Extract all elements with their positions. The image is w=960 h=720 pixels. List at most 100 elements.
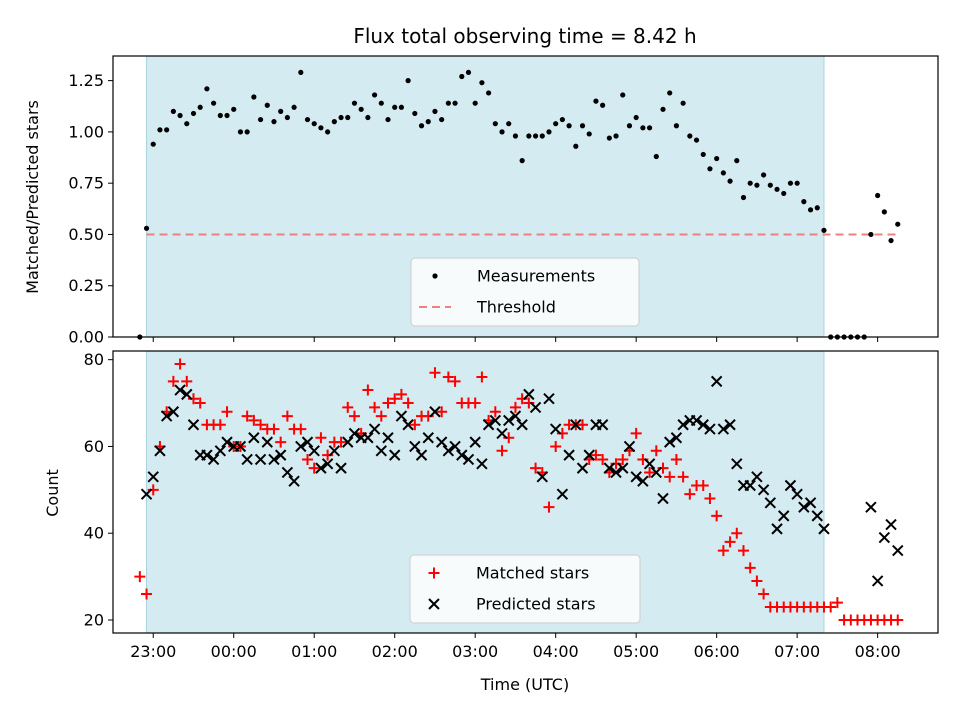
predicted-star-point (288, 475, 300, 487)
matched-star-point (362, 384, 374, 396)
measurement-point (693, 137, 700, 143)
predicted-star-point (422, 432, 434, 444)
measurement-point (392, 104, 398, 110)
predicted-star-point (878, 531, 891, 544)
matched-star-point (221, 406, 233, 418)
legend-matched-marker (428, 567, 440, 579)
predicted-star-point (784, 479, 797, 492)
measurement-point (385, 116, 391, 123)
predicted-star-point (295, 440, 307, 453)
predicted-star-point (657, 492, 669, 505)
predicted-star-point (771, 523, 783, 535)
predicted-star-point (335, 462, 347, 474)
legend-predicted-label: Predicted stars (476, 595, 596, 614)
measurement-point (311, 121, 317, 127)
xtick-label: 00:00 (211, 642, 257, 661)
predicted-star-point (187, 419, 200, 431)
measurement-point (787, 180, 794, 186)
bottom-ytick-label: 20 (84, 610, 104, 629)
predicted-star-point (630, 471, 642, 483)
predicted-star-point (576, 462, 589, 474)
matched-star-point (543, 501, 555, 513)
matched-star-point (550, 440, 562, 452)
predicted-star-point (308, 445, 320, 457)
measurement-point (177, 112, 183, 119)
matched-star-point (644, 466, 656, 478)
matched-star-point (369, 401, 381, 413)
measurement-point (660, 106, 666, 112)
measurement-point (754, 182, 760, 188)
predicted-star-point (268, 453, 280, 466)
measurement-point (727, 178, 733, 184)
top-axes-frame (112, 55, 939, 338)
matched-star-point (758, 588, 770, 600)
measurement-point (351, 100, 358, 106)
predicted-star-point (637, 475, 649, 487)
predicted-star-point (549, 423, 562, 435)
predicted-star-point (375, 445, 388, 457)
matched-star-point (697, 479, 709, 491)
measurement-point (472, 100, 478, 106)
measurement-point (291, 104, 297, 110)
xtick-label: 08:00 (855, 642, 901, 661)
measurement-point (700, 151, 706, 158)
predicted-star-point (663, 436, 676, 448)
measurement-point (278, 108, 284, 114)
measurement-point (506, 121, 512, 127)
predicted-star-point (751, 471, 763, 483)
predicted-star-point (167, 406, 180, 418)
bottom-axes-frame (112, 350, 939, 634)
predicted-star-point (248, 432, 260, 444)
bottom-ytick-label: 60 (84, 437, 104, 456)
matched-star-point (281, 410, 293, 422)
matched-star-point (630, 427, 642, 439)
matched-star-point (442, 371, 454, 383)
predicted-star-point (643, 458, 656, 470)
legend-threshold-label: Threshold (476, 298, 556, 317)
measurement-point (626, 123, 633, 129)
predicted-star-point (402, 419, 414, 431)
predicted-star-point (677, 419, 689, 431)
measurement-point (868, 231, 874, 238)
predicted-star-point (328, 445, 341, 457)
matched-star-point (194, 397, 206, 409)
measurement-point (720, 170, 726, 176)
matched-star-point (302, 453, 314, 465)
top-ytick-label: 0.75 (68, 174, 104, 193)
measurement-point (875, 192, 881, 199)
measurement-point (606, 135, 612, 141)
legend-measurements-label: Measurements (477, 267, 595, 286)
measurement-point (620, 92, 626, 98)
matched-star-point (382, 397, 394, 409)
matched-star-point (436, 406, 448, 418)
measurement-point (526, 133, 532, 139)
predicted-star-point (315, 462, 327, 474)
measurement-point (573, 143, 579, 149)
matched-star-point (617, 453, 629, 465)
measurement-point (794, 180, 800, 186)
top-ylabel: Matched/Predicted stars (23, 100, 42, 294)
predicted-star-point (476, 458, 488, 470)
measurement-point (747, 180, 753, 186)
predicted-star-point (254, 453, 267, 466)
measurement-point (633, 114, 639, 121)
bottom-ytick-label: 80 (84, 350, 104, 369)
measurement-point (150, 141, 156, 147)
predicted-star-point (670, 432, 683, 444)
matched-star-point (731, 527, 743, 539)
matched-star-point (402, 397, 414, 409)
matched-star-point (751, 575, 763, 587)
matched-star-point (711, 510, 723, 522)
predicted-star-point (154, 445, 166, 457)
predicted-star-point (536, 471, 548, 483)
predicted-star-point (348, 427, 361, 440)
predicted-star-point (449, 440, 461, 453)
predicted-star-point (456, 449, 468, 461)
predicted-star-point (523, 388, 535, 401)
bottom-ylabel: Count (43, 469, 62, 517)
predicted-star-point (214, 445, 227, 457)
measurement-point (157, 127, 163, 133)
measurement-point (566, 123, 572, 129)
measurement-point (325, 129, 331, 135)
predicted-star-point (415, 449, 428, 461)
